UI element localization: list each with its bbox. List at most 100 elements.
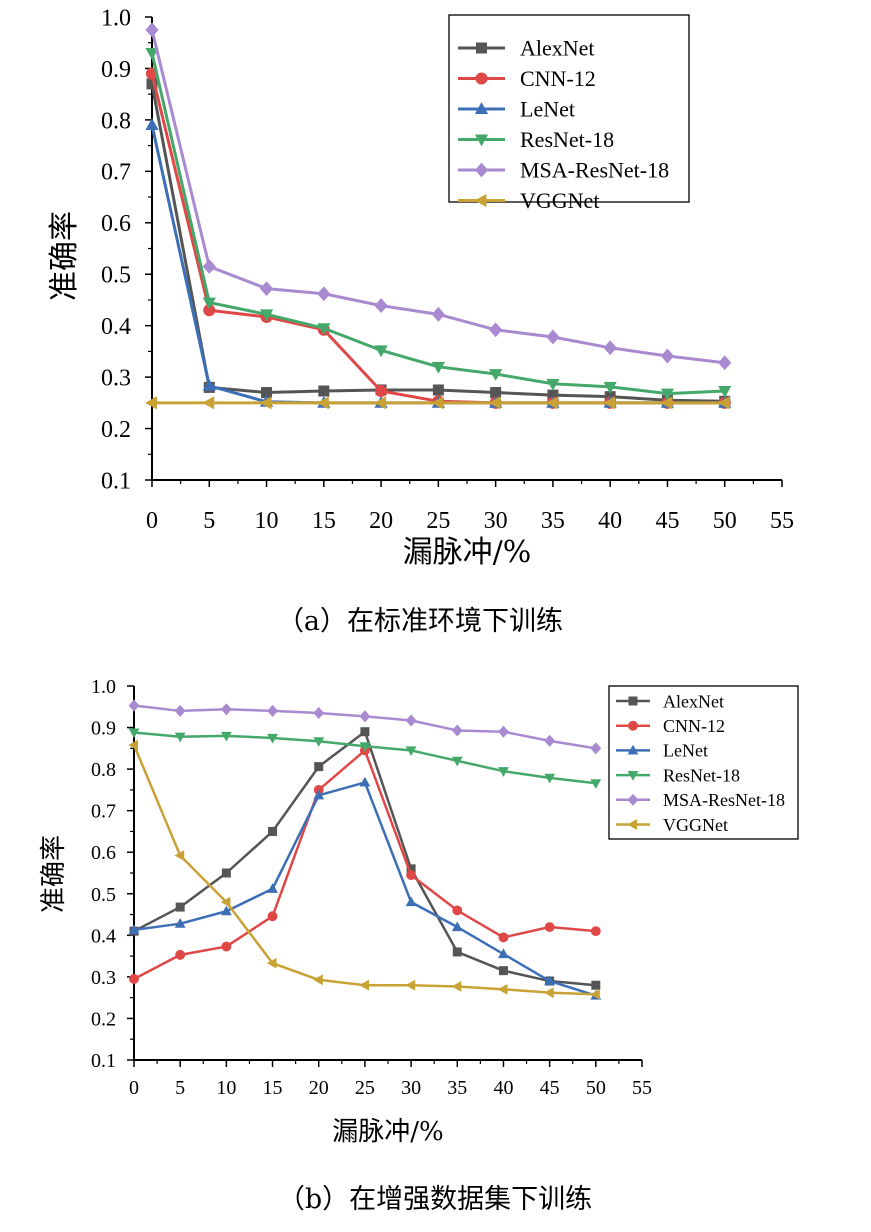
data-point	[452, 905, 463, 916]
x-tick-label: 15	[263, 1077, 283, 1099]
legend-marker	[627, 744, 639, 755]
data-point	[316, 396, 329, 410]
data-point	[451, 921, 463, 932]
data-point	[317, 286, 331, 302]
data-point	[498, 948, 509, 959]
data-point	[451, 724, 463, 737]
data-point	[489, 369, 503, 381]
data-point	[406, 870, 417, 881]
data-point	[267, 733, 278, 744]
legend-item: CNN-12	[458, 66, 596, 91]
data-point	[313, 737, 325, 747]
data-point	[591, 980, 601, 990]
legend-label: MSA-ResNet-18	[663, 790, 785, 810]
x-tick-label: 45	[655, 508, 679, 534]
data-point	[660, 348, 675, 364]
data-point	[375, 384, 388, 398]
data-point	[128, 739, 139, 751]
x-tick-label: 35	[447, 1077, 467, 1099]
data-point	[174, 704, 186, 718]
data-point	[128, 728, 140, 739]
data-point	[220, 896, 231, 908]
data-point	[452, 947, 462, 957]
legend-label: CNN-12	[663, 716, 725, 736]
legend: AlexNet CNN-12 LeNet ResNet-18 MSA-ResNet-18…	[448, 14, 690, 213]
x-tick-label: 20	[309, 1077, 329, 1099]
legend-label: MSA-ResNet-18	[520, 158, 669, 183]
x-tick-label: 35	[541, 508, 565, 534]
data-point	[374, 298, 388, 314]
x-axis-title: 漏脉冲/%	[403, 535, 532, 570]
data-point	[259, 281, 274, 297]
y-tick-label: 0.8	[91, 759, 116, 781]
data-point	[220, 731, 232, 742]
legend-marker	[476, 42, 487, 54]
data-point	[359, 776, 371, 787]
legend-marker	[474, 102, 489, 114]
data-point	[406, 864, 416, 874]
data-point	[145, 22, 159, 38]
data-point	[546, 329, 560, 345]
y-tick-label: 0.3	[101, 366, 131, 392]
data-point	[544, 975, 556, 986]
data-point	[220, 905, 232, 916]
data-point	[145, 118, 159, 130]
data-point	[221, 868, 231, 878]
series-resnet-18	[145, 48, 732, 401]
data-point	[405, 896, 417, 907]
data-point	[359, 979, 369, 991]
series-line	[133, 730, 596, 987]
x-tick-label: 30	[401, 1077, 421, 1099]
legend-item: AlexNet	[616, 691, 724, 711]
data-point	[489, 322, 503, 338]
data-point	[314, 762, 324, 772]
data-point	[544, 734, 556, 747]
data-point	[175, 949, 186, 960]
data-point	[221, 941, 232, 952]
legend-marker	[474, 162, 489, 178]
legend-item: CNN-12	[616, 716, 725, 736]
legend-label: AlexNet	[520, 36, 595, 61]
data-point	[128, 924, 140, 934]
data-point	[718, 355, 732, 371]
y-tick-label: 0.9	[101, 57, 131, 83]
data-point	[603, 396, 616, 410]
data-point	[146, 78, 158, 90]
data-point	[374, 345, 388, 358]
data-point	[590, 742, 602, 755]
x-tick-label: 50	[586, 1077, 606, 1099]
data-point	[498, 725, 509, 738]
series-msa-resnet-18	[128, 699, 602, 755]
y-tick-label: 0.1	[91, 1050, 116, 1072]
data-point	[660, 388, 675, 401]
x-tick-label: 10	[216, 1077, 236, 1099]
x-tick-label: 5	[203, 508, 215, 534]
data-point	[267, 704, 278, 718]
data-point	[546, 396, 558, 410]
series-resnet-18	[128, 728, 602, 789]
data-point	[359, 710, 371, 723]
data-point	[498, 767, 509, 777]
panel-a-chart: 0 5 10 15 20 25 30 35 40 45 50 55 0.1 0.2 0.3 0.4 0.5 0.6…	[47, 5, 794, 637]
legend-marker	[627, 819, 638, 830]
data-point	[603, 381, 617, 394]
data-point	[317, 323, 331, 336]
legend-marker	[627, 793, 639, 806]
y-tick-label: 0.7	[101, 160, 131, 186]
legend-item: VGGNet	[458, 188, 599, 213]
data-point	[202, 297, 216, 310]
data-point	[717, 396, 730, 410]
y-tick-label: 0.1	[101, 468, 131, 494]
legend: AlexNet CNN-12 LeNet ResNet-18 MSA-ResNet-18…	[608, 685, 799, 840]
x-tick-label: 50	[713, 508, 737, 534]
legend-label: LeNet	[663, 741, 708, 761]
series-vggnet	[128, 739, 600, 1000]
data-point	[490, 387, 502, 399]
data-point	[268, 826, 278, 836]
y-tick-label: 0.6	[91, 842, 116, 864]
x-axis-title: 漏脉冲/%	[332, 1117, 443, 1147]
data-point	[405, 746, 417, 757]
legend-marker	[628, 696, 638, 706]
data-point	[590, 926, 601, 937]
y-tick-label: 0.4	[101, 314, 131, 340]
